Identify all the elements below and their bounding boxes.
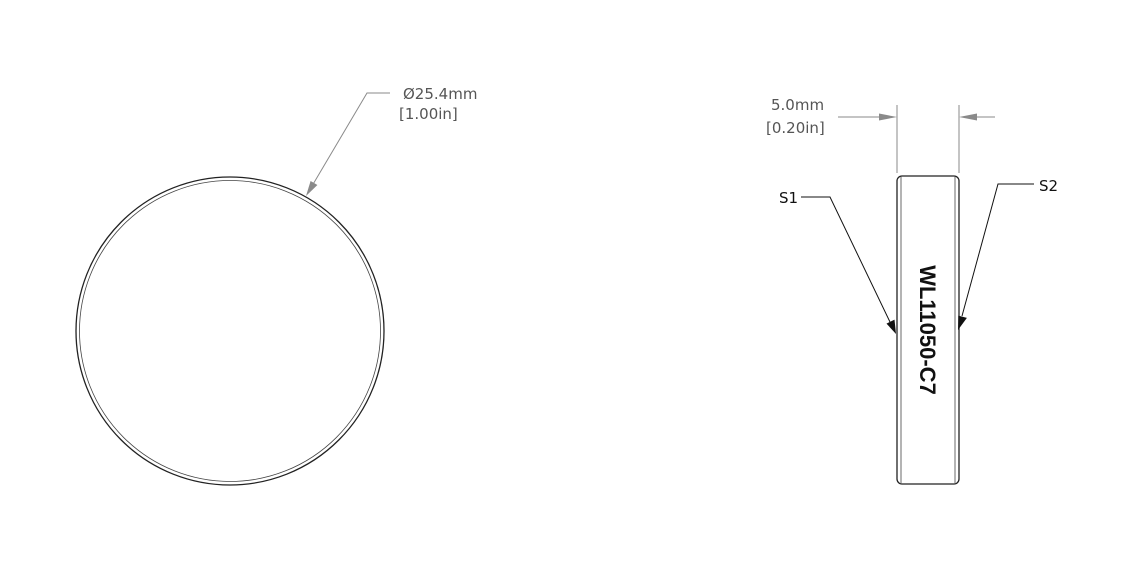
surface-2-leader [961, 183, 1034, 317]
side-view: WL11050-C7 5.0mm [0.20in] S1 S2 [766, 96, 1058, 485]
surface-2-label: S2 [1039, 177, 1058, 195]
diameter-leader-arrowhead [306, 181, 318, 196]
surface-1-arrowhead [886, 319, 896, 334]
optic-engraving: WL11050-C7 [915, 265, 940, 395]
diameter-in-label: [1.00in] [399, 105, 458, 123]
surface-1-leader [801, 196, 891, 323]
optic-inner-edge [79, 180, 381, 482]
surface-2-arrowhead [958, 315, 967, 330]
thickness-in-label: [0.20in] [766, 119, 825, 137]
optic-outer-edge [75, 176, 385, 486]
thickness-mm-label: 5.0mm [771, 96, 824, 114]
diameter-leader-line [311, 92, 390, 187]
optic-edge-outline [896, 175, 960, 485]
thickness-arrowhead-left [879, 113, 897, 121]
thickness-arrowhead-right [959, 113, 977, 121]
front-view: Ø25.4mm [1.00in] [75, 85, 477, 486]
diameter-mm-label: Ø25.4mm [403, 85, 477, 103]
surface-1-label: S1 [779, 189, 798, 207]
